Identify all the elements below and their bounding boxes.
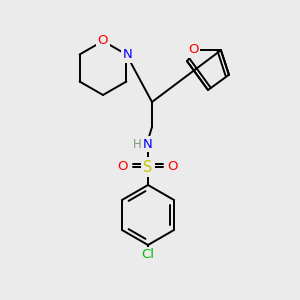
Text: N: N (143, 137, 153, 151)
Text: S: S (143, 160, 153, 175)
Text: O: O (98, 34, 108, 46)
Text: O: O (188, 43, 198, 56)
Text: N: N (122, 48, 132, 61)
Text: H: H (133, 137, 141, 151)
Text: Cl: Cl (142, 248, 154, 262)
Text: O: O (168, 160, 178, 172)
Text: O: O (118, 160, 128, 172)
